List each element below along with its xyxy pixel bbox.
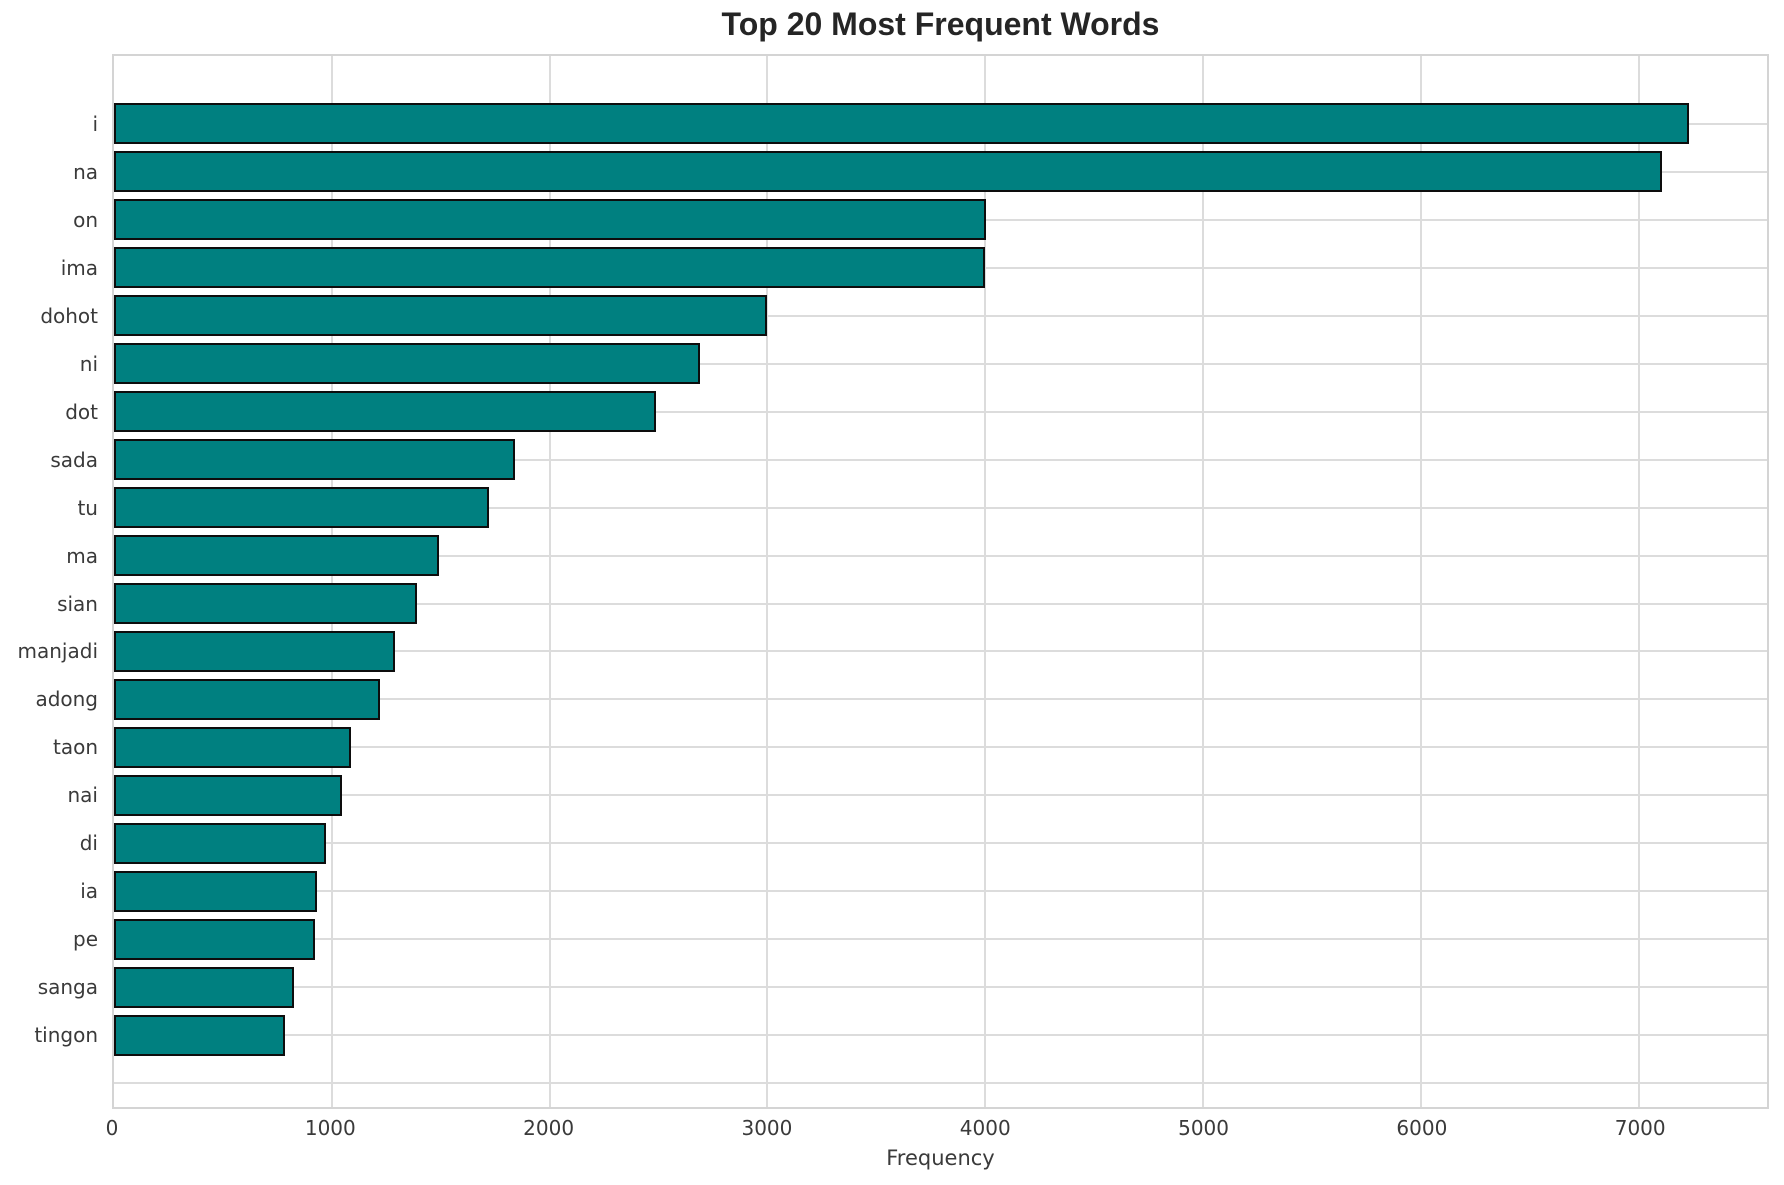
gridline-horizontal — [114, 410, 1767, 413]
gridline-vertical — [1201, 56, 1204, 1107]
y-tick-label: sada — [50, 447, 98, 472]
bar-row: di — [80, 819, 1767, 867]
y-tick-label: na — [73, 159, 98, 184]
bar — [114, 151, 1663, 193]
gridline-vertical — [548, 56, 551, 1107]
bar — [114, 1014, 285, 1056]
gridline-vertical — [766, 56, 769, 1107]
bar — [114, 391, 657, 433]
bar-row: pe — [73, 915, 1767, 963]
gridline-horizontal — [114, 650, 1767, 653]
gridline-horizontal — [114, 362, 1767, 365]
gridline-vertical — [984, 56, 987, 1107]
x-tick-label: 1000 — [304, 1116, 356, 1140]
gridline-horizontal — [114, 1082, 1767, 1085]
y-tick-label: nai — [67, 783, 99, 808]
x-tick-label: 5000 — [1178, 1116, 1230, 1140]
bar-row: dot — [65, 388, 1767, 436]
bar — [114, 343, 700, 385]
x-tick-label: 6000 — [1396, 1116, 1448, 1140]
bar — [114, 103, 1689, 145]
bar-row: ma — [66, 532, 1767, 580]
bar-row: sian — [57, 580, 1767, 628]
bar — [114, 918, 316, 960]
bar — [114, 870, 317, 912]
gridline-horizontal — [114, 554, 1767, 557]
gridline-horizontal — [114, 698, 1767, 701]
bar-row: taon — [53, 723, 1767, 771]
bar-row: na — [73, 148, 1767, 196]
gridline-horizontal — [114, 314, 1767, 317]
x-tick-label: 7000 — [1614, 1116, 1666, 1140]
x-tick-label: 3000 — [741, 1116, 793, 1140]
bar — [114, 678, 380, 720]
bar-row-empty — [114, 1059, 1767, 1107]
y-tick-label: i — [92, 111, 98, 136]
bar — [114, 199, 987, 241]
y-tick-label: pe — [73, 927, 98, 952]
bar — [114, 535, 439, 577]
gridline-horizontal — [114, 890, 1767, 893]
bar-row: ni — [80, 340, 1767, 388]
y-tick-label: on — [73, 207, 98, 232]
plot-area: i na on ima dohot ni dot sada tu ma sian manjadi ado… — [18, 54, 1769, 1109]
y-tick-label: dohot — [40, 303, 98, 328]
gridline-horizontal — [114, 1034, 1767, 1037]
gridline-horizontal — [114, 842, 1767, 845]
y-tick-label: adong — [35, 687, 98, 712]
bar-row: sanga — [38, 963, 1767, 1011]
y-tick-label: dot — [65, 399, 98, 424]
gridline-vertical — [1419, 56, 1422, 1107]
gridline-horizontal — [114, 938, 1767, 941]
bar-row: sada — [50, 436, 1767, 484]
bar — [114, 583, 417, 624]
y-tick-label: di — [79, 831, 98, 856]
bar-row: tingon — [34, 1011, 1767, 1059]
bar — [114, 822, 327, 864]
y-tick-label: taon — [52, 735, 98, 760]
y-tick-label: ima — [60, 255, 98, 280]
gridline-horizontal — [114, 506, 1767, 509]
bar-row: on — [73, 196, 1767, 244]
bar — [114, 487, 489, 529]
bar-row: dohot — [40, 292, 1767, 340]
bar-rows: i na on ima dohot ni dot sada tu ma sian manjadi ado… — [18, 56, 1767, 1107]
y-tick-label: sian — [57, 591, 98, 616]
x-axis-ticks: 0 1000 2000 3000 4000 5000 6000 7000 — [106, 1116, 1769, 1142]
gridline-horizontal — [114, 986, 1767, 989]
gridline-horizontal — [114, 794, 1767, 797]
bar — [114, 966, 294, 1008]
bar-row: manjadi — [18, 627, 1767, 675]
x-tick-label: 2000 — [523, 1116, 575, 1140]
y-tick-label: tingon — [34, 1023, 98, 1048]
gridline-vertical — [1637, 56, 1640, 1107]
y-tick-label: ni — [79, 351, 98, 376]
bar — [114, 774, 342, 816]
bar-row: nai — [68, 771, 1767, 819]
y-tick-label: ia — [80, 879, 98, 904]
y-tick-label: tu — [77, 495, 98, 520]
bar-row: ia — [80, 867, 1767, 915]
bar-row: tu — [77, 484, 1767, 532]
bar-row: i — [92, 100, 1767, 148]
gridline-vertical — [330, 56, 333, 1107]
bar — [114, 630, 395, 672]
gridline-horizontal — [114, 458, 1767, 461]
bar-row: adong — [35, 675, 1767, 723]
chart-title: Top 20 Most Frequent Words — [721, 6, 1160, 42]
y-tick-label: sanga — [37, 975, 98, 1000]
x-axis-label: Frequency — [886, 1146, 995, 1170]
x-tick-label: 4000 — [959, 1116, 1011, 1140]
bar-row: ima — [61, 244, 1767, 292]
y-tick-label: manjadi — [17, 639, 98, 664]
bar — [114, 726, 352, 768]
y-tick-label: ma — [66, 543, 98, 568]
gridline-horizontal — [114, 746, 1767, 749]
gridline-horizontal — [114, 602, 1767, 605]
x-tick-label: 0 — [105, 1116, 119, 1140]
bar — [114, 247, 986, 289]
bar — [114, 295, 768, 337]
bar — [114, 439, 515, 481]
